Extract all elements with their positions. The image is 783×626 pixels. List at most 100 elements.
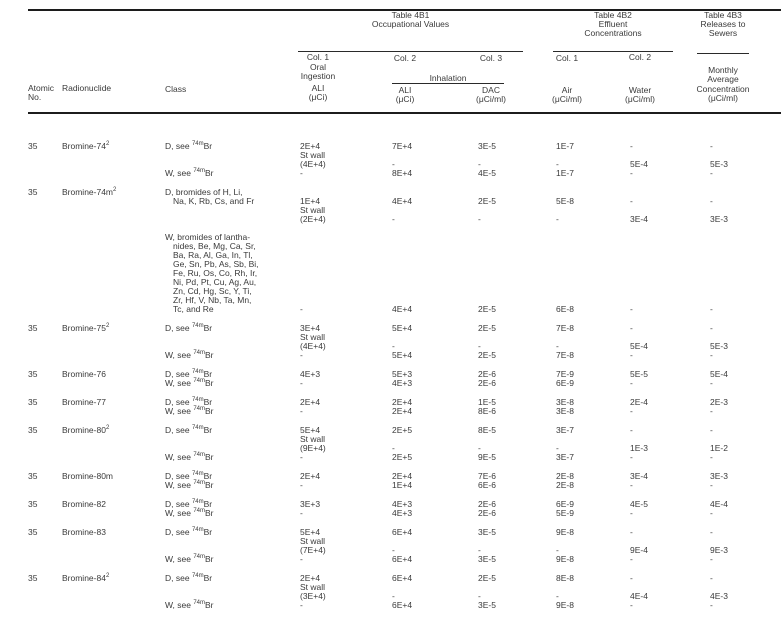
table-row: 35 Bromine-83 D, see 74mBr 5E+4 6E+4 3E-… [0, 527, 783, 537]
sewer-concentration-value: 2E-3 [710, 397, 728, 407]
sewer-concentration-value: - [710, 527, 713, 537]
dac-value: 6E-6 [478, 480, 496, 490]
inhalation-ali-value: - [392, 159, 395, 169]
table-4b2-underline [553, 51, 673, 52]
air-concentration-value: 5E-9 [556, 508, 574, 518]
atomic-number [28, 342, 62, 351]
air-concentration-value [556, 278, 630, 287]
oral-ali-value: 3E+3 [300, 499, 321, 509]
sewer-concentration-value: 9E-3 [710, 545, 728, 555]
inh-ali-unit: (μCi) [395, 94, 415, 104]
inhalation-ali-value: 1E+4 [392, 480, 413, 490]
radionuclide-name [62, 260, 165, 269]
dac-value: 8E-6 [478, 406, 496, 416]
water-label: Water [628, 85, 652, 95]
table-4b1-underline [298, 51, 523, 52]
table-row: 35 Bromine-80m D, see 74mBr 2E+4 2E+4 7E… [0, 471, 783, 481]
radionuclide-name: Bromine-842 [62, 573, 110, 583]
dac-value [478, 287, 556, 296]
water-concentration-value: 3E-4 [630, 214, 648, 224]
air-label: Air [561, 85, 573, 95]
inhalation-ali-value [392, 151, 478, 160]
table-row: (7E+4) - - - 9E-4 9E-3 [0, 546, 783, 555]
water-concentration-value: - [630, 508, 633, 518]
water-concentration-value: - [630, 196, 633, 206]
atomic-number [28, 160, 62, 169]
radionuclide-name [62, 206, 165, 215]
oral-ali-value: (4E+4) [300, 159, 326, 169]
oral-ali-value: - [300, 452, 303, 462]
atomic-no-header-line2: No. [28, 92, 42, 102]
atomic-number [28, 583, 62, 592]
class-text [165, 151, 300, 160]
class-text: W, see 74mBr [165, 406, 214, 416]
radionuclide-name [62, 296, 165, 305]
inhalation-ali-value: 5E+3 [392, 369, 413, 379]
radionuclide-name [62, 269, 165, 278]
atomic-number [28, 169, 62, 178]
air-concentration-value [556, 206, 630, 215]
dac-value: 2E-5 [478, 323, 496, 333]
table-row: St wall [0, 206, 783, 215]
sewer-concentration-value: - [710, 406, 713, 416]
sewer-concentration-value: - [710, 425, 713, 435]
atomic-number [28, 260, 62, 269]
water-concentration-value: - [630, 304, 633, 314]
class-text: D, see 74mBr [165, 397, 213, 407]
radionuclide-name: Bromine-74m2 [62, 187, 117, 197]
water-concentration-value [630, 242, 710, 251]
air-concentration-value: 1E-7 [556, 168, 574, 178]
radionuclide-name [62, 537, 165, 546]
atomic-number: 35 [28, 471, 38, 481]
air-concentration-value: 6E-9 [556, 378, 574, 388]
atomic-number [28, 242, 62, 251]
class-text: Tc, and Re [173, 304, 214, 314]
radionuclide-name [62, 242, 165, 251]
oral-ali-value: 3E+4 [300, 323, 321, 333]
oral-ali-value: 5E+4 [300, 425, 321, 435]
sewer-concentration-value [710, 242, 783, 251]
radionuclide-name [62, 305, 165, 314]
class-text: D, see 74mBr [165, 323, 213, 333]
radionuclide-name: Bromine-82 [62, 499, 106, 509]
dac-value [478, 269, 556, 278]
class-text: D, see 74mBr [165, 425, 213, 435]
oral-ali-value: (2E+4) [300, 214, 326, 224]
dac-value: 9E-5 [478, 452, 496, 462]
dac-value [478, 251, 556, 260]
atomic-number [28, 509, 62, 518]
oral-ali-value: (9E+4) [300, 443, 326, 453]
table-row: Zr, Hf, V, Nb, Ta, Mn, [0, 296, 783, 305]
class-text [165, 333, 300, 342]
oral-ali-value [300, 242, 392, 251]
air-concentration-value: 8E-8 [556, 573, 574, 583]
inhalation-ali-value [392, 206, 478, 215]
table-row: St wall [0, 333, 783, 342]
sewer-concentration-value [710, 188, 783, 197]
class-text: W, see 74mBr [165, 452, 214, 462]
table-4b3-line1: Table 4B3 [704, 10, 742, 20]
dac-value [478, 583, 556, 592]
class-text: D, bromides of H, Li, [165, 187, 243, 197]
dac-value: 1E-5 [478, 397, 496, 407]
radionuclide-name [62, 333, 165, 342]
class-text: D, see 74mBr [165, 369, 213, 379]
oral-ali-value: (4E+4) [300, 341, 326, 351]
sewer-concentration-value: 1E-2 [710, 443, 728, 453]
air-concentration-value: - [556, 214, 559, 224]
oral-unit-label: (μCi) [308, 92, 328, 102]
radionuclide-name [62, 601, 165, 610]
radionuclide-name: Bromine-742 [62, 141, 110, 151]
radionuclide-name [62, 481, 165, 490]
atomic-number [28, 444, 62, 453]
atomic-number: 35 [28, 141, 38, 151]
dac-value: 2E-5 [478, 350, 496, 360]
radionuclide-name [62, 509, 165, 518]
air-concentration-value [556, 583, 630, 592]
table-row: 35 Bromine-82 D, see 74mBr 3E+3 4E+3 2E-… [0, 499, 783, 509]
oral-ali-value: - [300, 406, 303, 416]
radionuclide-name [62, 215, 165, 224]
water-concentration-value [630, 251, 710, 260]
air-concentration-value: 3E-8 [556, 406, 574, 416]
